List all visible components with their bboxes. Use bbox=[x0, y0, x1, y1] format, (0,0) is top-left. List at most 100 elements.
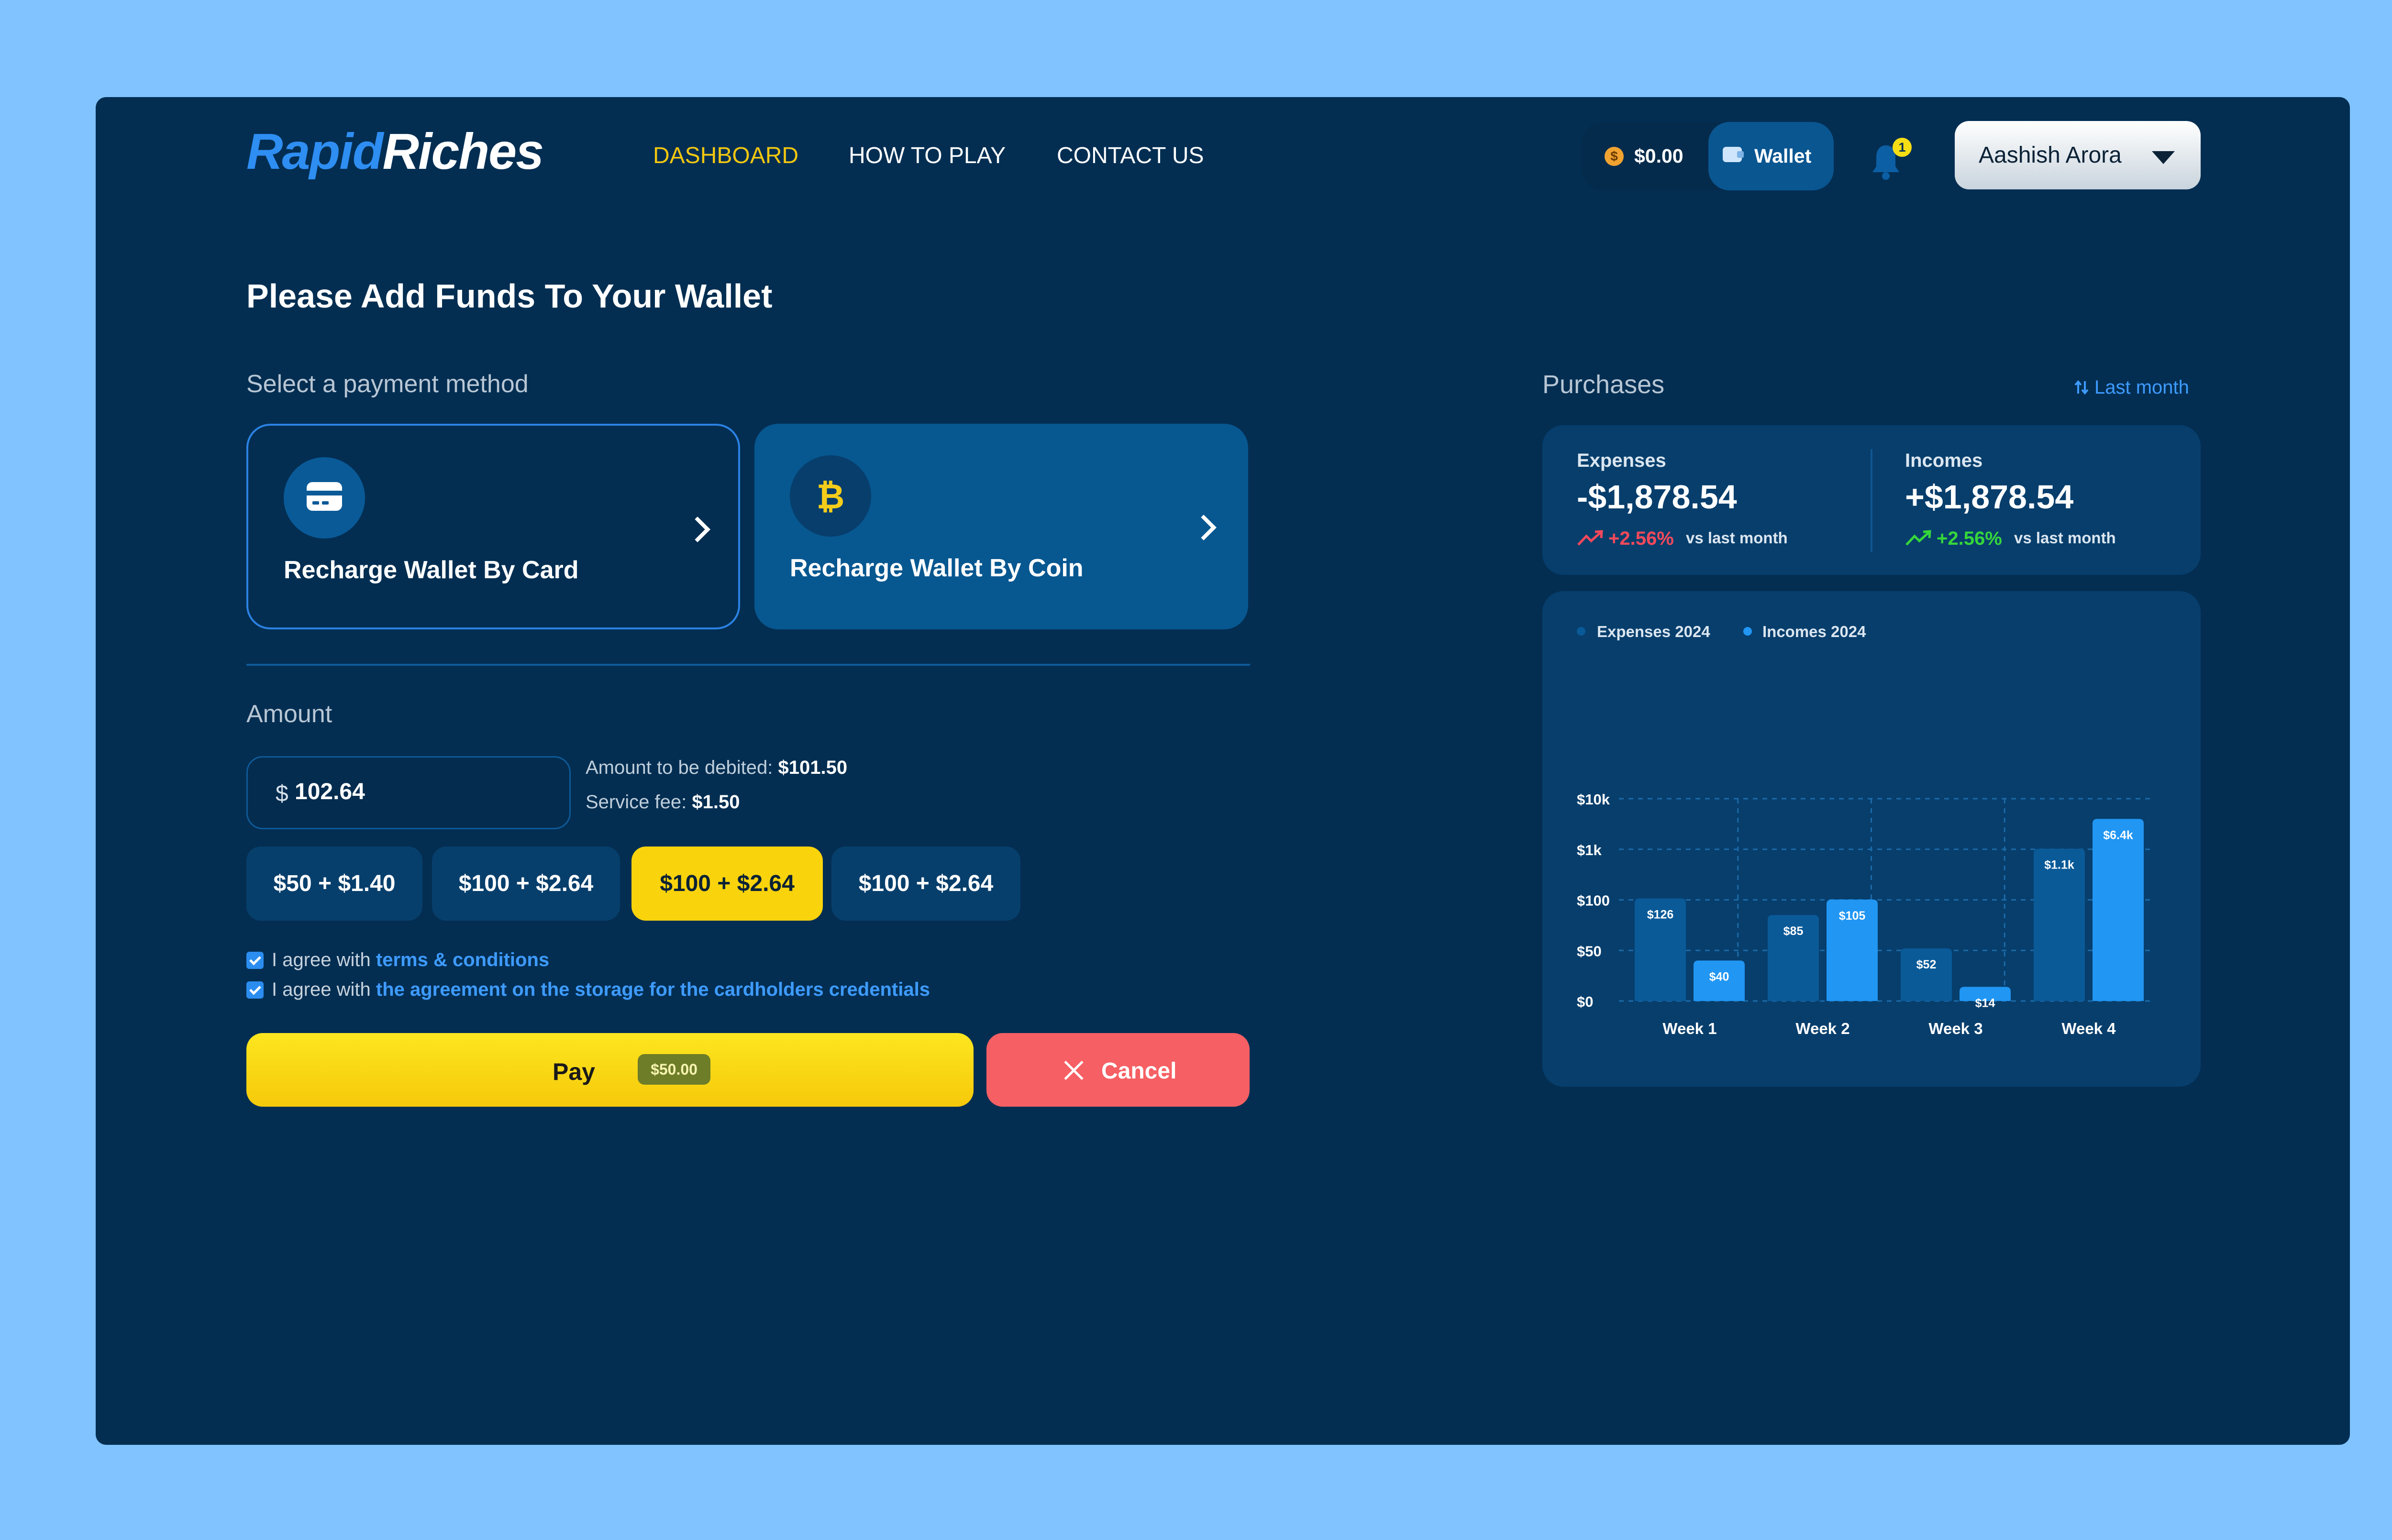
chart-bar bbox=[1635, 898, 1686, 1001]
payment-method-coin[interactable]: ₿ Recharge Wallet By Coin bbox=[754, 424, 1248, 629]
wallet-pill: $ $0.00 Wallet bbox=[1582, 122, 1834, 190]
logo-rapid: Rapid bbox=[246, 123, 383, 180]
amount-field[interactable]: $ bbox=[246, 756, 571, 829]
legend-incomes: Incomes 2024 bbox=[1762, 623, 1866, 640]
cancel-button[interactable]: Cancel bbox=[986, 1033, 1250, 1107]
divider bbox=[246, 664, 1250, 666]
storage-agreement-checkbox[interactable] bbox=[246, 981, 264, 999]
x-tick-label: Week 3 bbox=[1928, 1020, 1982, 1037]
fee-label: Service fee: bbox=[586, 792, 687, 813]
nav-contact-us[interactable]: CONTACT US bbox=[1057, 143, 1204, 168]
pay-button-label: Pay bbox=[553, 1058, 595, 1085]
wallet-button[interactable]: Wallet bbox=[1708, 122, 1834, 190]
pay-button[interactable]: Pay $50.00 bbox=[246, 1033, 974, 1107]
y-tick-label: $10k bbox=[1577, 791, 1610, 808]
terms-agreement: I agree with terms & conditions bbox=[272, 949, 549, 971]
bar-value-label: $126 bbox=[1647, 908, 1674, 921]
amount-label: Amount bbox=[246, 700, 332, 728]
bar-value-label: $85 bbox=[1783, 924, 1804, 938]
bar-value-label: $6.4k bbox=[2103, 828, 2133, 842]
x-tick-label: Week 2 bbox=[1795, 1020, 1849, 1037]
chart-bar bbox=[2034, 848, 2085, 1001]
notification-badge: 1 bbox=[1893, 138, 1912, 157]
chevron-right-icon bbox=[1191, 515, 1217, 540]
terms-link[interactable]: terms & conditions bbox=[376, 949, 550, 970]
debited-value: $101.50 bbox=[778, 757, 848, 778]
stats-card: Expenses -$1,878.54 +2.56% vs last month… bbox=[1542, 425, 2201, 575]
user-name: Aashish Arora bbox=[1979, 143, 2122, 168]
coin-icon: $ bbox=[1605, 147, 1624, 166]
incomes-value: +$1,878.54 bbox=[1905, 478, 2074, 516]
stats-divider bbox=[1871, 449, 1872, 552]
app-window: RapidRiches DASHBOARD HOW TO PLAY CONTAC… bbox=[96, 97, 2350, 1445]
nav-how-to-play[interactable]: HOW TO PLAY bbox=[849, 143, 1006, 168]
page-title: Please Add Funds To Your Wallet bbox=[246, 277, 773, 315]
bar-value-label: $52 bbox=[1916, 958, 1937, 971]
close-icon bbox=[1063, 1060, 1084, 1081]
legend-expenses: Expenses 2024 bbox=[1597, 623, 1710, 640]
payment-method-label: Select a payment method bbox=[246, 370, 529, 398]
terms-checkbox[interactable] bbox=[246, 952, 264, 969]
debited-info: Amount to be debited: $101.50 bbox=[586, 757, 847, 779]
svg-text:₿: ₿ bbox=[817, 476, 845, 517]
preset-amount-button[interactable]: $100 + $2.64 bbox=[831, 847, 1020, 921]
chart-bar bbox=[2093, 819, 2144, 1001]
storage-agreement-text: I agree with bbox=[272, 979, 376, 1000]
chart-bar bbox=[1901, 948, 1952, 1001]
bar-value-label: $1.1k bbox=[2044, 858, 2074, 872]
preset-amount-button[interactable]: $50 + $1.40 bbox=[246, 847, 422, 921]
period-label: Last month bbox=[2094, 377, 2189, 398]
nav-dashboard[interactable]: DASHBOARD bbox=[653, 143, 799, 168]
bar-chart: $0 $50 $100 $1k $10k $126 $40 Week 1 $85 $105 Week… bbox=[1577, 791, 2152, 1037]
chart-bar bbox=[1827, 899, 1878, 1001]
payment-method-card-label: Recharge Wallet By Card bbox=[284, 556, 579, 584]
chart-bar bbox=[1694, 960, 1745, 1001]
incomes-label: Incomes bbox=[1905, 450, 1983, 471]
payment-method-coin-label: Recharge Wallet By Coin bbox=[790, 554, 1084, 582]
y-tick-label: $100 bbox=[1577, 892, 1610, 909]
trend-up-icon bbox=[1577, 530, 1603, 546]
preset-amount-button[interactable]: $100 + $2.64 bbox=[432, 847, 620, 921]
legend-incomes-dot bbox=[1743, 627, 1752, 636]
x-tick-label: Week 1 bbox=[1662, 1020, 1716, 1037]
storage-agreement: I agree with the agreement on the storag… bbox=[272, 979, 930, 1001]
notifications-button[interactable]: 1 bbox=[1872, 138, 1912, 181]
logo-riches: Riches bbox=[382, 123, 544, 180]
user-menu-button[interactable]: Aashish Arora bbox=[1955, 121, 2201, 189]
debited-label: Amount to be debited: bbox=[586, 757, 773, 778]
wallet-balance: $0.00 bbox=[1634, 145, 1683, 167]
pay-amount-badge: $50.00 bbox=[638, 1054, 710, 1085]
bitcoin-icon: ₿ bbox=[790, 455, 871, 537]
bar-value-label: $40 bbox=[1709, 970, 1729, 983]
sort-icon bbox=[2074, 380, 2089, 395]
legend-expenses-dot bbox=[1577, 627, 1585, 636]
bar-value-label: $14 bbox=[1975, 996, 1995, 1010]
fee-info: Service fee: $1.50 bbox=[586, 792, 740, 813]
payment-method-card[interactable]: Recharge Wallet By Card bbox=[246, 424, 740, 629]
currency-symbol: $ bbox=[276, 781, 288, 806]
period-selector[interactable]: Last month bbox=[2074, 377, 2189, 398]
fee-value: $1.50 bbox=[692, 792, 740, 813]
chart-bar bbox=[1960, 987, 2011, 1001]
wallet-icon bbox=[1723, 147, 1744, 162]
credit-card-icon bbox=[284, 457, 365, 539]
purchases-title: Purchases bbox=[1542, 370, 1665, 399]
terms-agreement-text: I agree with bbox=[272, 949, 376, 970]
preset-amount-button-selected[interactable]: $100 + $2.64 bbox=[631, 847, 823, 921]
amount-input[interactable] bbox=[295, 779, 534, 805]
incomes-vs: vs last month bbox=[2014, 529, 2116, 547]
chevron-right-icon bbox=[685, 517, 710, 542]
expenses-label: Expenses bbox=[1577, 450, 1666, 471]
incomes-change: +2.56% bbox=[1937, 528, 2002, 549]
y-tick-label: $0 bbox=[1577, 993, 1593, 1010]
expenses-vs: vs last month bbox=[1686, 529, 1788, 547]
bar-value-label: $105 bbox=[1839, 909, 1866, 923]
expenses-change: +2.56% bbox=[1608, 528, 1674, 549]
x-tick-label: Week 4 bbox=[2061, 1020, 2116, 1037]
y-tick-label: $50 bbox=[1577, 943, 1602, 959]
storage-agreement-link[interactable]: the agreement on the storage for the car… bbox=[376, 979, 930, 1000]
chart-bar bbox=[1768, 915, 1819, 1001]
expenses-value: -$1,878.54 bbox=[1577, 478, 1737, 516]
logo[interactable]: RapidRiches bbox=[246, 123, 544, 181]
wallet-button-label: Wallet bbox=[1754, 145, 1812, 167]
